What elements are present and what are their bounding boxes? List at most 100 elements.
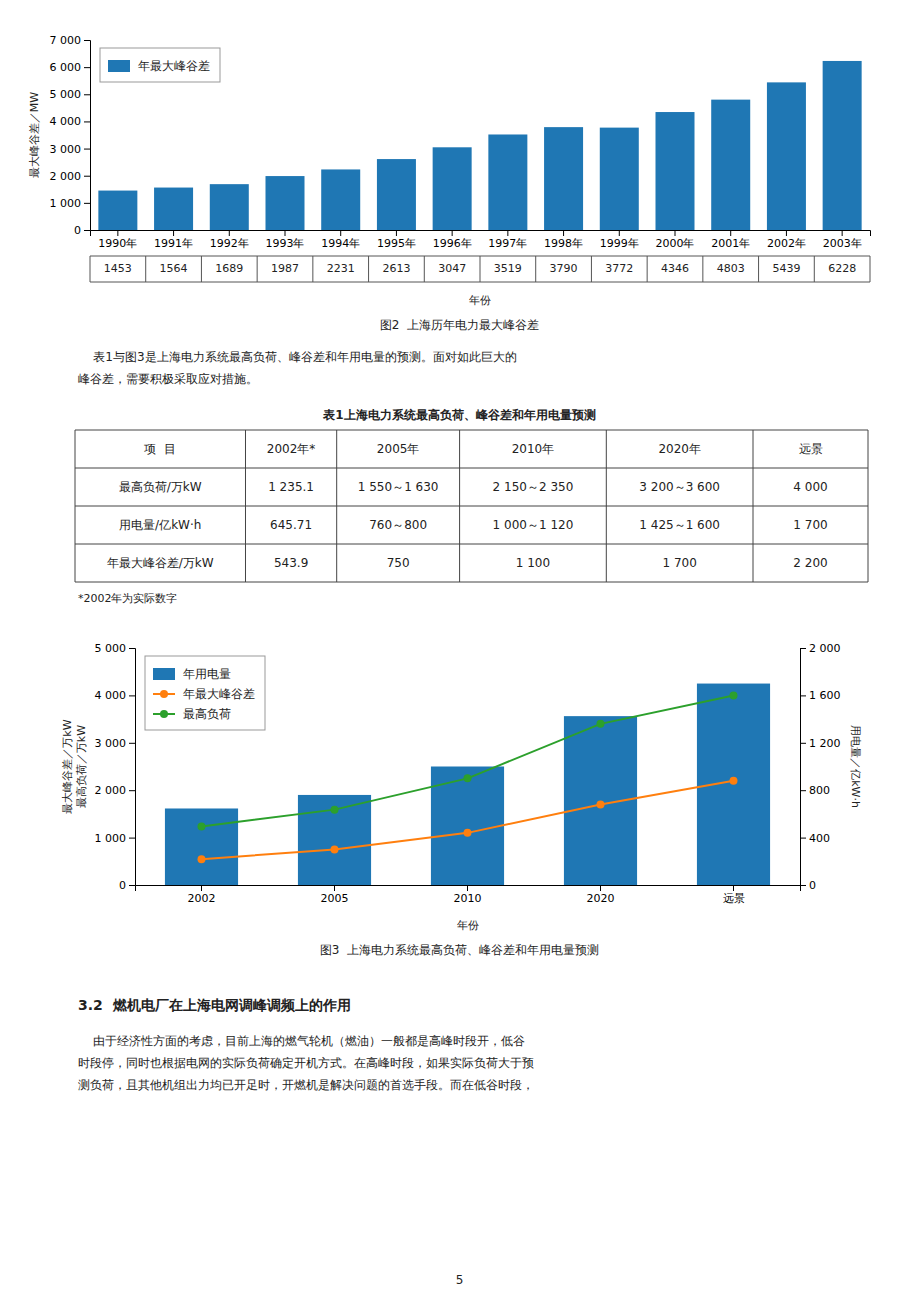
body-text: 由于经济性方面的考虑，目前上海的燃气轮机（燃油）一般都是高峰时段开，低谷	[78, 1034, 525, 1048]
tick: 7 000	[50, 34, 91, 47]
cell-border	[758, 256, 759, 282]
tick-label: 1995年	[377, 237, 416, 250]
cell-border	[647, 256, 648, 282]
tick-label: 1994年	[321, 237, 360, 250]
tick-label: 0	[119, 879, 126, 892]
tick-label: 2003年	[823, 237, 862, 250]
tick-mark	[600, 885, 601, 891]
axis-line	[91, 231, 871, 237]
legend-label: 最高负荷	[183, 707, 231, 721]
tick-mark	[396, 230, 397, 236]
chart-title: 图2 上海历年电力最大峰谷差	[380, 318, 539, 332]
tick-mark	[786, 230, 787, 236]
tick-mark	[84, 121, 90, 122]
table-cell: 2 200	[793, 556, 827, 570]
chart: 1990年1991年1992年1993年1994年1995年1996年1997年…	[28, 34, 871, 332]
tick-mark	[467, 885, 468, 891]
legend: 年用电量年最大峰谷差最高负荷	[145, 656, 265, 730]
cell-border	[870, 256, 871, 282]
table-cell: 760～800	[369, 518, 427, 532]
tick-label: 远景	[723, 892, 745, 905]
data-label: 4803	[717, 262, 745, 275]
data-label: 2613	[382, 262, 410, 275]
chart: 2002200520102020远景01 0002 0003 0004 0005…	[61, 642, 862, 957]
tick: 2000年	[656, 230, 695, 250]
paragraph: 峰谷差，需要积极采取应对措施。	[78, 372, 258, 386]
bar	[210, 184, 249, 230]
tick: 2 000	[50, 170, 91, 183]
table-header: 项 目	[144, 442, 176, 456]
tick: 5 000	[50, 88, 91, 101]
tick: 800	[800, 784, 830, 797]
tick-mark	[842, 230, 843, 236]
tick-mark	[84, 176, 90, 177]
tick-label: 7 000	[50, 34, 82, 47]
table-cell: 最高负荷/万kW	[119, 480, 202, 494]
line	[202, 695, 734, 826]
tick: 1998年	[544, 230, 583, 250]
data-label: 6228	[828, 262, 856, 275]
table-header: 远景	[799, 442, 823, 456]
tick: 1 600	[800, 689, 841, 702]
tick: 2003年	[823, 230, 862, 250]
legend-box	[100, 48, 220, 82]
tick-label: 2000年	[656, 237, 695, 250]
tick-mark	[84, 203, 90, 204]
bar	[711, 100, 750, 230]
legend-swatch	[160, 710, 168, 718]
tick-mark	[129, 885, 135, 886]
data-label: 3790	[550, 262, 578, 275]
table-cell: 4 000	[793, 480, 827, 494]
table-header: 2005年	[377, 442, 420, 456]
tick-mark	[229, 230, 230, 236]
table-cell: 1 100	[516, 556, 550, 570]
tick: 1990年	[98, 230, 137, 250]
table-cell: 750	[387, 556, 410, 570]
bar	[767, 82, 806, 230]
bar	[488, 134, 527, 230]
tick-label: 6 000	[50, 61, 82, 74]
bar	[165, 808, 238, 885]
tick: 4 000	[50, 115, 91, 128]
bar	[266, 176, 305, 230]
data-label: 5439	[772, 262, 800, 275]
axis-line	[129, 649, 136, 886]
page: 1990年1991年1992年1993年1994年1995年1996年1997年…	[0, 0, 919, 1302]
tick: 1 200	[800, 737, 841, 750]
tick-label: 4 000	[50, 115, 82, 128]
axis-line	[84, 41, 91, 231]
section-title: 3.2 燃机电厂在上海电网调峰调频上的作用	[78, 997, 351, 1013]
tick-mark	[733, 885, 734, 891]
tick: 1993年	[266, 230, 305, 250]
table-rule	[868, 430, 869, 582]
marker	[331, 845, 339, 853]
table-rule	[75, 582, 868, 583]
axis-line	[801, 649, 807, 886]
tick: 2005	[321, 885, 349, 905]
tick-label: 2005	[321, 892, 349, 905]
table-cell: 3 200～3 600	[639, 480, 720, 494]
cell-border	[90, 256, 91, 282]
bar	[600, 128, 639, 230]
table-cell: 用电量/亿kW·h	[119, 518, 201, 532]
data-label: 1689	[215, 262, 243, 275]
tick-label: 4 000	[95, 689, 127, 702]
tick-mark	[201, 885, 202, 891]
axis-title: 用电量／亿kW·h	[849, 725, 862, 808]
tick-label: 2020	[587, 892, 615, 905]
tick-label: 1991年	[154, 237, 193, 250]
table-header: 2010年	[512, 442, 555, 456]
tick: 1996年	[433, 230, 472, 250]
tick-label: 400	[809, 832, 830, 845]
table-rule	[75, 430, 76, 582]
tick: 2002年	[767, 230, 806, 250]
tick-mark	[563, 230, 564, 236]
bar	[377, 159, 416, 230]
tick-label: 1998年	[544, 237, 583, 250]
cell-border	[90, 256, 870, 257]
tick: 0	[119, 879, 135, 892]
axis-title: 最大峰谷差／万kW最高负荷／万kW	[61, 719, 88, 813]
cell-border	[591, 256, 592, 282]
tick-mark	[800, 695, 806, 696]
tick-mark	[129, 695, 135, 696]
